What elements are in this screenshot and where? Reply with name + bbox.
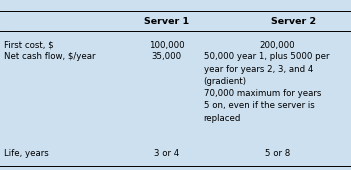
- Text: 70,000 maximum for years: 70,000 maximum for years: [204, 89, 321, 98]
- Text: Net cash flow, $/year: Net cash flow, $/year: [4, 53, 95, 61]
- Text: year for years 2, 3, and 4: year for years 2, 3, and 4: [204, 65, 313, 74]
- Text: 3 or 4: 3 or 4: [154, 149, 179, 157]
- Text: Life, years: Life, years: [4, 149, 48, 157]
- Text: 200,000: 200,000: [259, 41, 295, 49]
- Text: replaced: replaced: [204, 114, 241, 123]
- Text: First cost, $: First cost, $: [4, 41, 53, 49]
- Text: Server 2: Server 2: [271, 17, 317, 26]
- Text: 35,000: 35,000: [152, 53, 182, 61]
- Text: 50,000 year 1, plus 5000 per: 50,000 year 1, plus 5000 per: [204, 53, 329, 61]
- Text: 5 on, even if the server is: 5 on, even if the server is: [204, 101, 314, 110]
- Text: Server 1: Server 1: [144, 17, 189, 26]
- Text: 100,000: 100,000: [149, 41, 185, 49]
- Text: 5 or 8: 5 or 8: [265, 149, 290, 157]
- Text: (gradient): (gradient): [204, 77, 247, 86]
